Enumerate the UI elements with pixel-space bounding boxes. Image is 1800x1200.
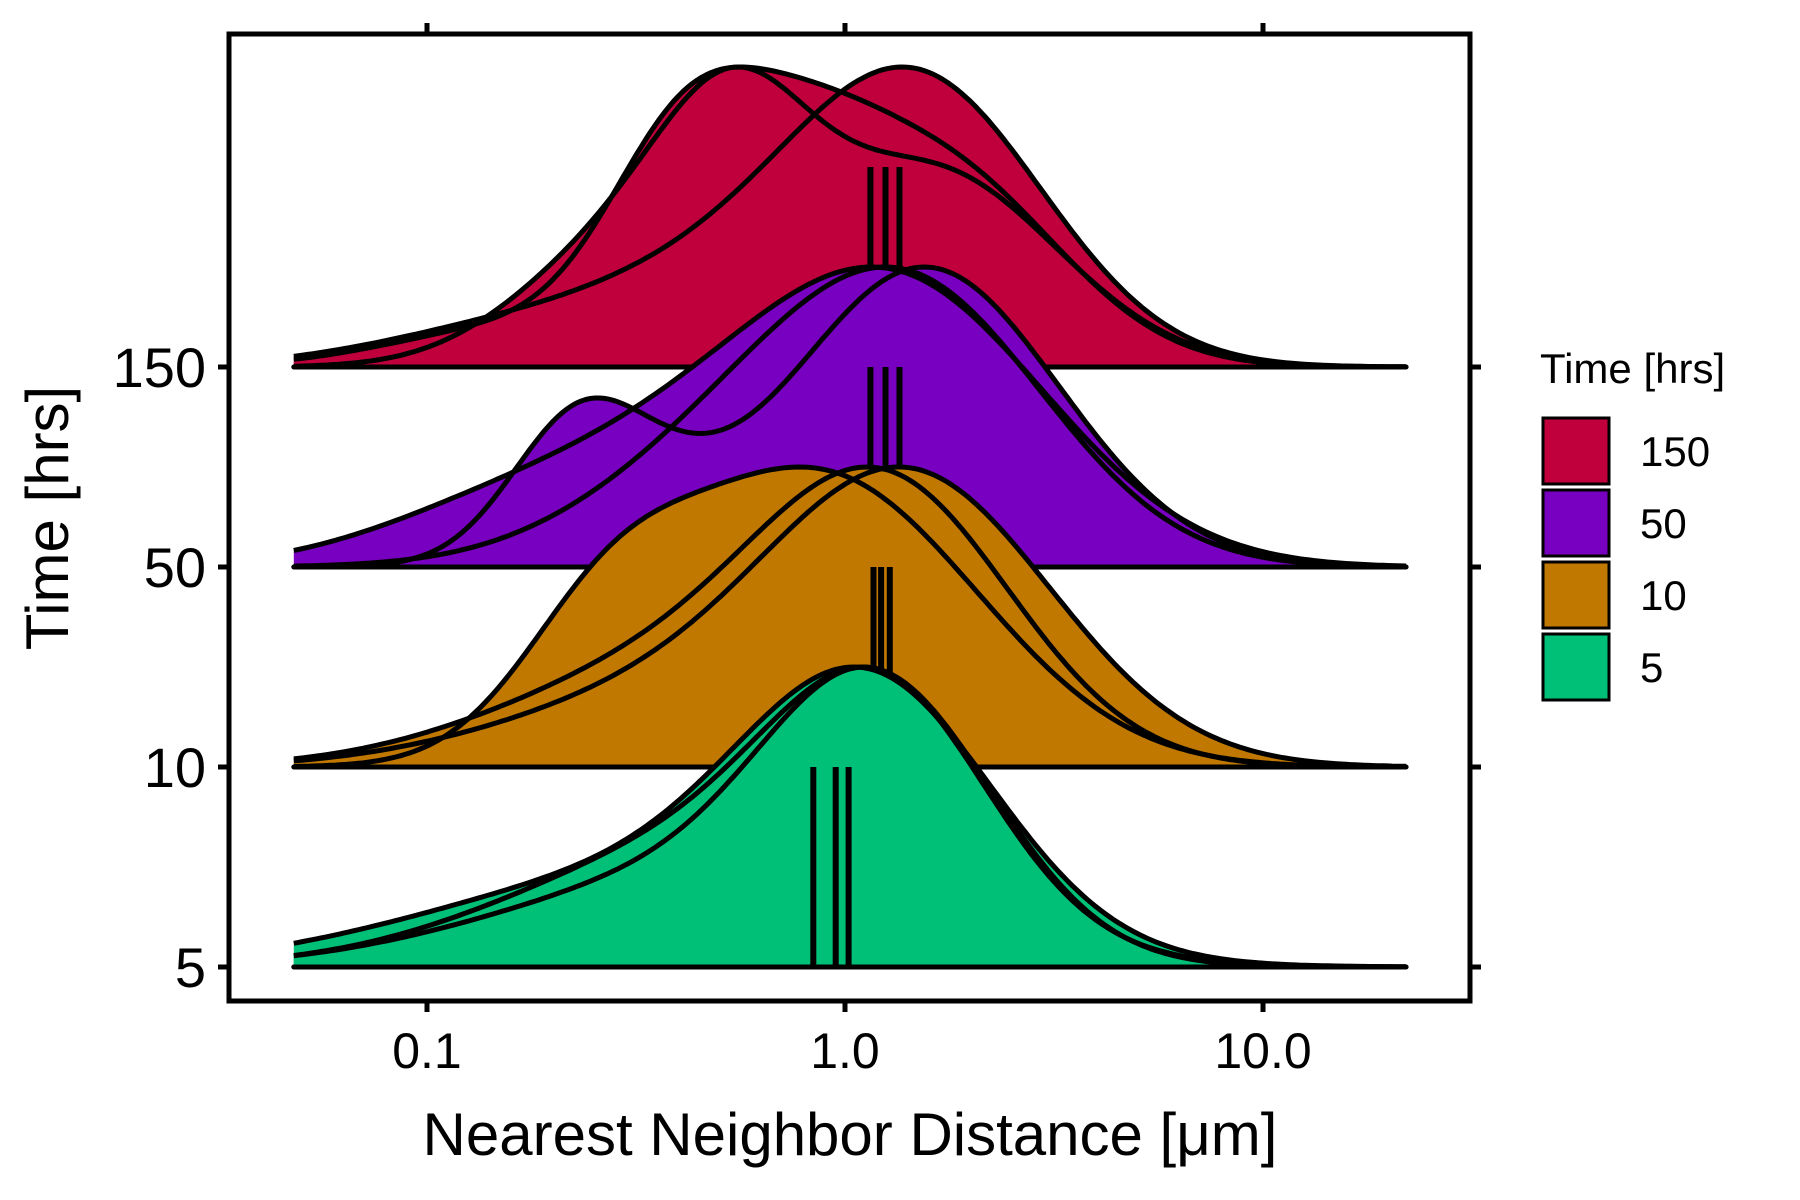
x-tick-label: 0.1 <box>392 1023 462 1079</box>
density-outline-50-rep3 <box>293 264 1407 570</box>
density-fill-10-rep3 <box>293 467 1407 767</box>
density-outline-50-rep1 <box>293 264 1407 569</box>
y-tick-label: 10 <box>144 736 206 799</box>
legend: Time [hrs] 150 50 10 5 <box>1540 345 1725 702</box>
x-tick-label: 1.0 <box>810 1023 880 1079</box>
legend-swatch-5 <box>1541 632 1611 702</box>
ridges-layer <box>291 64 1409 970</box>
panel-border <box>226 31 1473 1004</box>
legend-label-5: 5 <box>1640 644 1663 691</box>
density-outline-150-rep2 <box>293 64 1407 370</box>
y-tick-label: 150 <box>113 336 206 399</box>
ridge-group-50 <box>291 264 1409 570</box>
ridge-group-5 <box>291 664 1409 970</box>
y-axis-title: Time [hrs] <box>14 386 81 650</box>
density-outline-5-rep3 <box>293 664 1407 970</box>
y-tick-label: 50 <box>144 536 206 599</box>
density-outline-10-rep3 <box>293 464 1407 769</box>
x-tick-label: 10.0 <box>1214 1023 1311 1079</box>
y-tick-label: 5 <box>175 936 206 999</box>
legend-label-10: 10 <box>1640 572 1687 619</box>
legend-title: Time [hrs] <box>1540 345 1725 392</box>
density-outline-50-rep2 <box>293 264 1407 570</box>
legend-swatch-150 <box>1541 416 1611 486</box>
density-outline-10-rep2 <box>293 464 1407 770</box>
axis-ticks <box>218 23 1481 1012</box>
ridge-group-10 <box>291 464 1409 770</box>
axis-tick-labels: 0.1 1.0 10.0 5 10 50 150 <box>113 336 1312 1079</box>
legend-swatch-50 <box>1541 488 1611 558</box>
legend-swatch-10 <box>1541 560 1611 630</box>
density-outline-150-rep3 <box>293 64 1407 370</box>
legend-label-150: 150 <box>1640 428 1710 475</box>
legend-entries: 150 50 10 5 <box>1541 416 1710 702</box>
legend-label-50: 50 <box>1640 500 1687 547</box>
x-axis-title: Nearest Neighbor Distance [μm] <box>423 1101 1278 1168</box>
